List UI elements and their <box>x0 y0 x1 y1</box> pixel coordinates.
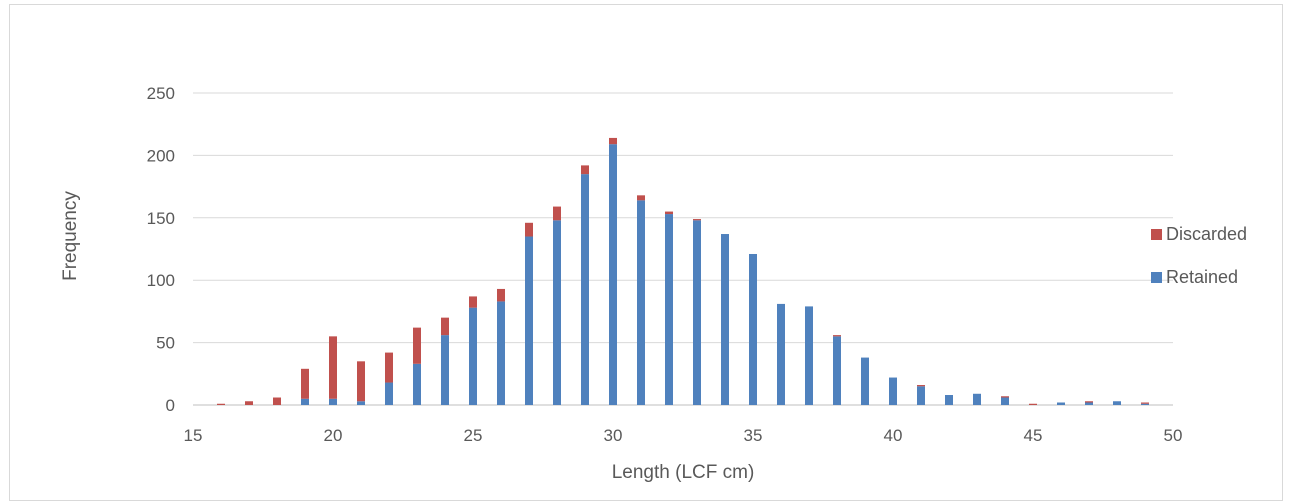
legend-swatch <box>1151 272 1162 283</box>
x-tick-label: 40 <box>884 426 903 445</box>
y-tick-label: 100 <box>147 271 175 290</box>
bar-discarded <box>469 296 477 308</box>
bar-retained <box>1141 403 1149 405</box>
x-tick-label: 25 <box>464 426 483 445</box>
bar-retained <box>581 174 589 405</box>
x-tick-label: 30 <box>604 426 623 445</box>
x-axis-title: Length (LCF cm) <box>612 462 755 483</box>
bar-retained <box>497 301 505 405</box>
bar-discarded <box>1029 403 1037 405</box>
bar-discarded <box>1001 396 1009 398</box>
bar-retained <box>889 377 897 405</box>
y-tick-label: 0 <box>166 396 175 415</box>
y-axis-title: Frequency <box>60 191 81 281</box>
bar-retained <box>441 335 449 405</box>
bar-retained <box>1057 402 1065 405</box>
bar-retained <box>945 395 953 405</box>
bar-discarded <box>1085 401 1093 403</box>
bar-discarded <box>1141 402 1149 404</box>
bar-retained <box>917 386 925 405</box>
legend-label: Discarded <box>1166 224 1247 244</box>
y-tick-label: 150 <box>147 209 175 228</box>
bar-discarded <box>413 327 421 364</box>
bar-retained <box>805 306 813 405</box>
bar-retained <box>1085 402 1093 405</box>
bar-retained <box>665 214 673 405</box>
y-tick-label: 50 <box>156 334 175 353</box>
x-tick-label: 50 <box>1164 426 1183 445</box>
bar-discarded <box>273 397 281 405</box>
bar-retained <box>553 220 561 405</box>
y-axis-ticks: 0 50 100 150 200 250 <box>147 84 175 415</box>
bar-retained <box>637 200 645 405</box>
bar-retained <box>469 307 477 405</box>
bar-discarded <box>665 211 673 215</box>
legend-label: Retained <box>1166 267 1238 287</box>
legend-swatch <box>1151 229 1162 240</box>
x-tick-label: 15 <box>184 426 203 445</box>
x-tick-label: 20 <box>324 426 343 445</box>
x-axis-ticks: 15 20 25 30 35 40 45 50 <box>184 426 1183 445</box>
bar-series <box>217 137 1149 405</box>
gridlines <box>193 92 1173 406</box>
bar-retained <box>1113 401 1121 405</box>
bar-discarded <box>637 195 645 201</box>
bar-discarded <box>917 385 925 387</box>
y-tick-label: 250 <box>147 84 175 103</box>
bar-discarded <box>553 206 561 221</box>
bar-retained <box>1001 397 1009 405</box>
bar-discarded <box>581 165 589 175</box>
bar-retained <box>777 303 785 405</box>
bar-discarded <box>833 335 841 337</box>
bar-discarded <box>301 368 309 399</box>
bar-discarded <box>609 137 617 145</box>
bar-discarded <box>245 401 253 405</box>
bar-discarded <box>441 317 449 336</box>
bar-retained <box>413 363 421 405</box>
bar-discarded <box>217 403 225 405</box>
bar-retained <box>385 382 393 405</box>
bar-discarded <box>329 336 337 399</box>
x-tick-label: 35 <box>744 426 763 445</box>
x-tick-label: 45 <box>1024 426 1043 445</box>
bar-discarded <box>525 222 533 237</box>
bar-retained <box>693 220 701 405</box>
bar-retained <box>525 236 533 405</box>
bar-retained <box>357 401 365 405</box>
bar-retained <box>749 253 757 405</box>
bar-retained <box>301 398 309 405</box>
bar-retained <box>833 336 841 405</box>
bar-retained <box>721 234 729 405</box>
y-tick-label: 200 <box>147 146 175 165</box>
bar-retained <box>973 393 981 405</box>
legend: Discarded Retained <box>1151 224 1247 287</box>
bar-discarded <box>693 219 701 221</box>
bar-discarded <box>357 361 365 402</box>
bar-retained <box>329 398 337 405</box>
bar-retained <box>609 144 617 405</box>
chart-frame <box>9 4 1283 501</box>
bar-discarded <box>497 288 505 302</box>
bar-retained <box>861 357 869 405</box>
bar-discarded <box>385 352 393 383</box>
